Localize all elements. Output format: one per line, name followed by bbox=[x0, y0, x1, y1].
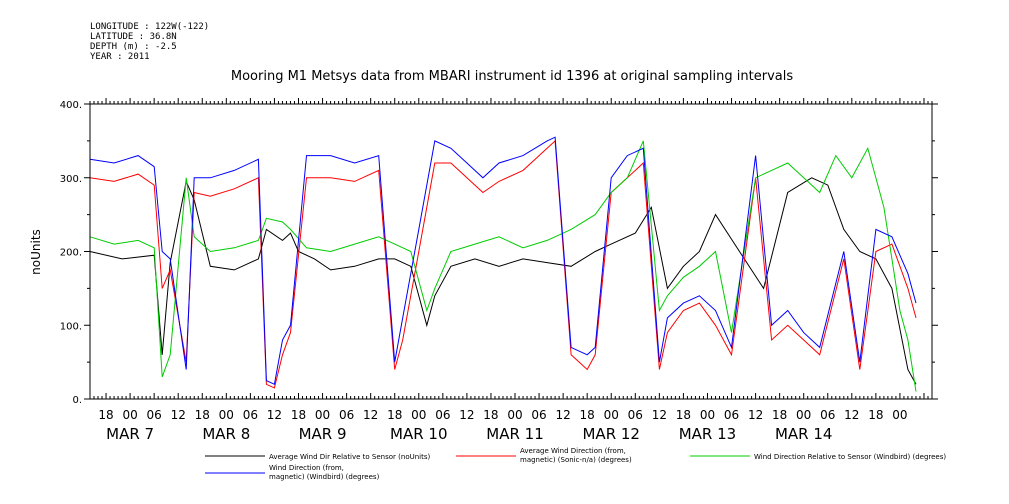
x-hour-label: 00 bbox=[315, 408, 330, 422]
x-hour-label: 00 bbox=[122, 408, 137, 422]
legend: Average Wind Dir Relative to Sensor (noU… bbox=[205, 447, 946, 481]
x-hour-label: 06 bbox=[531, 408, 546, 422]
series-line-2 bbox=[89, 140, 917, 392]
chart-title: Mooring M1 Metsys data from MBARI instru… bbox=[231, 69, 793, 84]
x-hour-label: 12 bbox=[844, 408, 859, 422]
x-hour-label: 18 bbox=[98, 408, 113, 422]
x-hour-label: 00 bbox=[604, 408, 619, 422]
plot-area bbox=[89, 136, 917, 392]
year-label: YEAR : 2011 bbox=[90, 52, 150, 62]
x-day-label: MAR 7 bbox=[106, 425, 154, 443]
x-axis: 18 00 06 12 18 00 06 12 18 00 06 12 18 00 06 12 18 00 06 12… bbox=[89, 98, 933, 443]
series-line-3 bbox=[89, 136, 917, 386]
x-day-label: MAR 9 bbox=[299, 425, 347, 443]
x-day-label: MAR 11 bbox=[486, 425, 543, 443]
depth-label: DEPTH (m) : -2.5 bbox=[90, 42, 177, 52]
x-hour-label: 00 bbox=[892, 408, 907, 422]
x-hour-label: 18 bbox=[387, 408, 402, 422]
latitude-label: LATITUDE : 36.8N bbox=[90, 32, 177, 42]
x-hour-label: 18 bbox=[483, 408, 498, 422]
legend-label-3: Wind Direction (from, bbox=[269, 464, 344, 472]
x-hour-label: 12 bbox=[652, 408, 667, 422]
x-hour-label: 18 bbox=[772, 408, 787, 422]
x-hour-label: 06 bbox=[724, 408, 739, 422]
x-hour-label: 00 bbox=[219, 408, 234, 422]
y-axis: 0. 100. 200. 300. 400. bbox=[60, 100, 938, 406]
x-hour-label: 12 bbox=[748, 408, 763, 422]
legend-label-0: Average Wind Dir Relative to Sensor (noU… bbox=[269, 453, 430, 461]
x-hour-label: 00 bbox=[411, 408, 426, 422]
legend-label-1: Average Wind Direction (from, bbox=[520, 447, 626, 455]
series-line-1 bbox=[89, 139, 917, 389]
longitude-label: LONGITUDE : 122W(-122) bbox=[90, 22, 210, 32]
legend-label-3-line2: magnetic) (Windbird) (degrees) bbox=[269, 473, 380, 481]
y-tick-label: 200. bbox=[60, 248, 82, 259]
plot-frame bbox=[89, 103, 933, 400]
x-hour-label: 06 bbox=[339, 408, 354, 422]
x-hour-label: 12 bbox=[267, 408, 282, 422]
legend-label-1-line2: magnetic) (Sonic-n/a) (degrees) bbox=[520, 456, 632, 464]
x-day-label: MAR 8 bbox=[202, 425, 250, 443]
x-hour-label: 00 bbox=[796, 408, 811, 422]
y-tick-label: 0. bbox=[72, 395, 82, 406]
x-hour-label: 00 bbox=[507, 408, 522, 422]
series-line-0 bbox=[89, 177, 917, 385]
y-tick-label: 100. bbox=[60, 321, 82, 332]
x-hour-label: 12 bbox=[363, 408, 378, 422]
x-hour-label: 06 bbox=[820, 408, 835, 422]
y-axis-label: noUnits bbox=[29, 229, 43, 275]
x-hour-label: 18 bbox=[291, 408, 306, 422]
x-day-label: MAR 12 bbox=[582, 425, 639, 443]
x-hour-label: 18 bbox=[676, 408, 691, 422]
legend-label-2: Wind Direction Relative to Sensor (Windb… bbox=[754, 453, 946, 461]
x-day-label: MAR 14 bbox=[775, 425, 832, 443]
x-hour-label: 00 bbox=[700, 408, 715, 422]
x-hour-label: 06 bbox=[243, 408, 258, 422]
x-hour-label: 12 bbox=[171, 408, 186, 422]
y-tick-label: 300. bbox=[60, 174, 82, 185]
x-hour-label: 06 bbox=[435, 408, 450, 422]
x-hour-label: 18 bbox=[195, 408, 210, 422]
x-day-label: MAR 10 bbox=[390, 425, 447, 443]
x-hour-label: 06 bbox=[628, 408, 643, 422]
x-hour-label: 06 bbox=[147, 408, 162, 422]
x-day-label: MAR 13 bbox=[679, 425, 736, 443]
x-hour-label: 18 bbox=[580, 408, 595, 422]
x-hour-label: 12 bbox=[555, 408, 570, 422]
y-tick-label: 400. bbox=[60, 100, 82, 111]
x-hour-label: 18 bbox=[868, 408, 883, 422]
x-hour-label: 12 bbox=[459, 408, 474, 422]
